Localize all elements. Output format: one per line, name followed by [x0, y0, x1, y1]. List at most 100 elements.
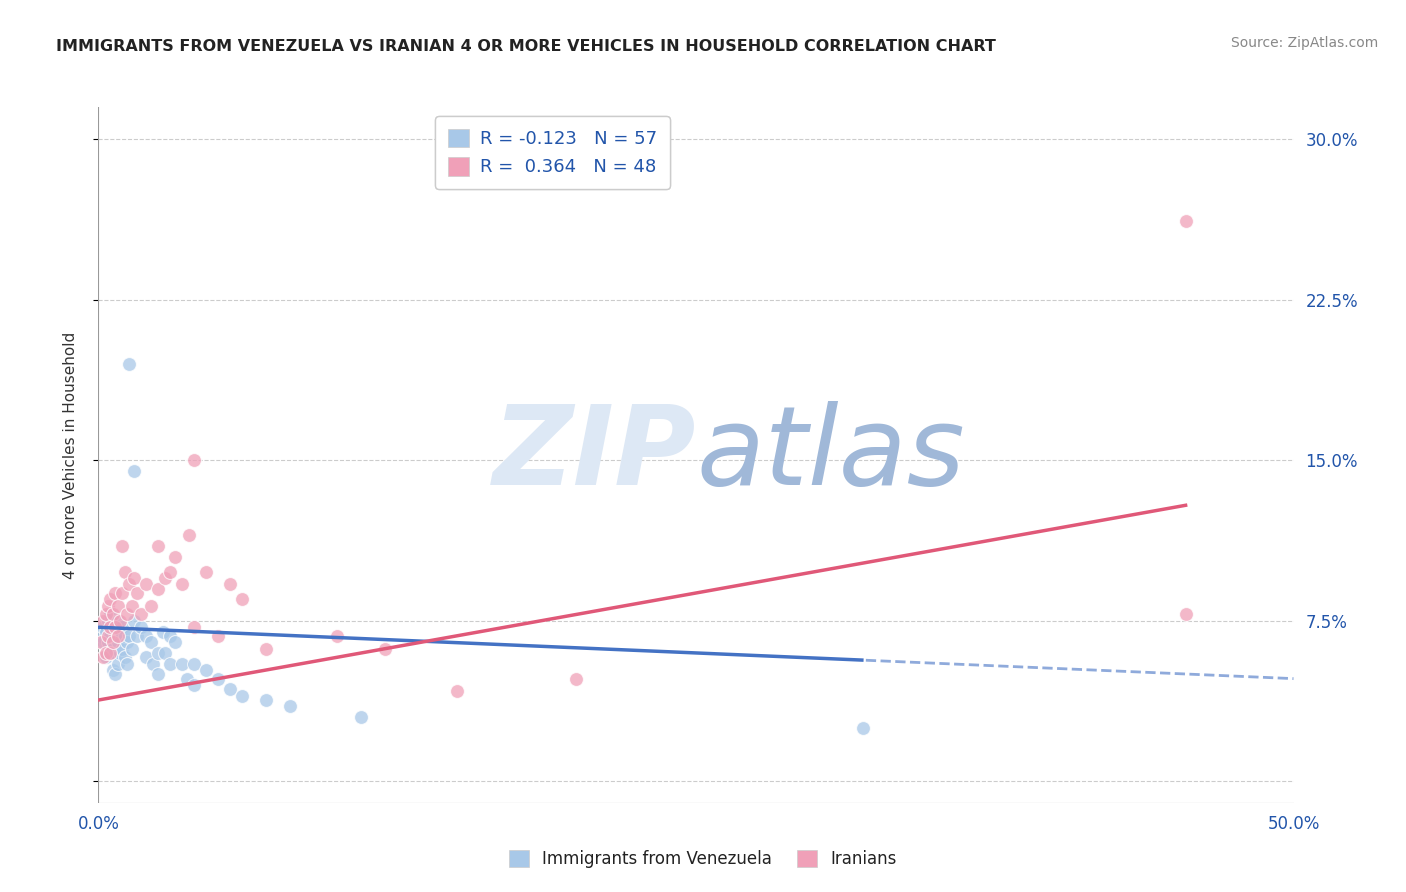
- Point: [124, 614, 146, 628]
- Point: [111, 620, 134, 634]
- Point: [254, 693, 277, 707]
- Point: [278, 699, 301, 714]
- Point: [183, 453, 205, 467]
- Point: [183, 678, 205, 692]
- Point: [111, 539, 134, 553]
- Point: [98, 620, 122, 634]
- Point: [98, 646, 122, 660]
- Point: [111, 586, 134, 600]
- Point: [97, 614, 120, 628]
- Point: [104, 646, 127, 660]
- Point: [104, 620, 127, 634]
- Point: [121, 599, 143, 613]
- Point: [124, 571, 146, 585]
- Point: [101, 641, 124, 656]
- Point: [94, 646, 117, 660]
- Point: [446, 684, 468, 698]
- Point: [94, 650, 117, 665]
- Text: Source: ZipAtlas.com: Source: ZipAtlas.com: [1230, 36, 1378, 50]
- Point: [207, 672, 229, 686]
- Point: [114, 565, 136, 579]
- Point: [104, 629, 127, 643]
- Point: [121, 641, 143, 656]
- Point: [108, 614, 131, 628]
- Point: [183, 620, 205, 634]
- Point: [350, 710, 373, 724]
- Point: [107, 657, 129, 671]
- Point: [107, 614, 129, 628]
- Point: [254, 641, 277, 656]
- Point: [152, 624, 174, 639]
- Point: [207, 629, 229, 643]
- Point: [101, 620, 124, 634]
- Point: [155, 571, 177, 585]
- Point: [98, 607, 122, 622]
- Point: [101, 663, 124, 677]
- Point: [159, 565, 181, 579]
- Point: [183, 657, 205, 671]
- Point: [108, 624, 131, 639]
- Point: [159, 657, 181, 671]
- Point: [118, 629, 141, 643]
- Point: [91, 614, 114, 628]
- Point: [97, 599, 120, 613]
- Text: atlas: atlas: [696, 401, 965, 508]
- Point: [94, 624, 117, 639]
- Point: [101, 607, 124, 622]
- Point: [159, 629, 181, 643]
- Point: [94, 607, 117, 622]
- Point: [1175, 607, 1198, 622]
- Point: [90, 635, 112, 649]
- Point: [98, 646, 122, 660]
- Point: [125, 586, 148, 600]
- Point: [108, 646, 131, 660]
- Point: [91, 635, 114, 649]
- Point: [172, 577, 194, 591]
- Point: [139, 635, 162, 649]
- Point: [111, 641, 134, 656]
- Point: [97, 629, 120, 643]
- Point: [98, 592, 122, 607]
- Point: [90, 629, 112, 643]
- Point: [114, 629, 136, 643]
- Point: [163, 635, 186, 649]
- Point: [219, 682, 242, 697]
- Point: [148, 539, 170, 553]
- Point: [231, 592, 253, 607]
- Point: [163, 549, 186, 564]
- Point: [139, 599, 162, 613]
- Point: [101, 635, 124, 649]
- Legend: Immigrants from Venezuela, Iranians: Immigrants from Venezuela, Iranians: [502, 843, 904, 875]
- Y-axis label: 4 or more Vehicles in Household: 4 or more Vehicles in Household: [63, 331, 77, 579]
- Legend: R = -0.123   N = 57, R =  0.364   N = 48: R = -0.123 N = 57, R = 0.364 N = 48: [434, 116, 671, 189]
- Point: [195, 565, 218, 579]
- Point: [97, 635, 120, 649]
- Point: [565, 672, 588, 686]
- Point: [107, 635, 129, 649]
- Point: [91, 620, 114, 634]
- Point: [107, 629, 129, 643]
- Point: [135, 650, 157, 665]
- Point: [91, 650, 114, 665]
- Point: [148, 646, 170, 660]
- Point: [98, 629, 122, 643]
- Point: [104, 586, 127, 600]
- Point: [148, 667, 170, 681]
- Point: [176, 672, 198, 686]
- Point: [231, 689, 253, 703]
- Point: [326, 629, 349, 643]
- Point: [155, 646, 177, 660]
- Point: [195, 663, 218, 677]
- Point: [179, 528, 201, 542]
- Point: [124, 464, 146, 478]
- Point: [107, 599, 129, 613]
- Point: [131, 607, 153, 622]
- Point: [115, 657, 138, 671]
- Point: [1175, 213, 1198, 227]
- Text: ZIP: ZIP: [492, 401, 696, 508]
- Point: [114, 650, 136, 665]
- Point: [131, 620, 153, 634]
- Point: [135, 629, 157, 643]
- Point: [118, 577, 141, 591]
- Point: [135, 577, 157, 591]
